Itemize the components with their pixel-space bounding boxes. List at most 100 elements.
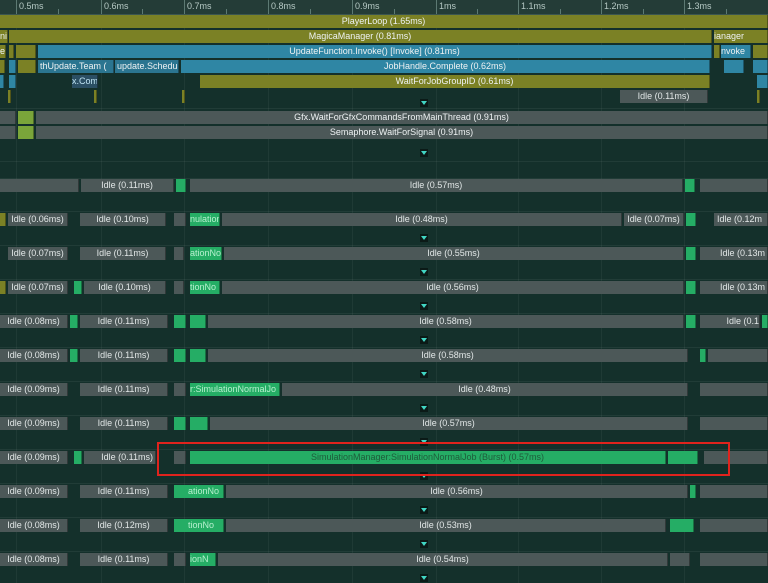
sample-simulation-job[interactable]: tionNo <box>190 281 220 294</box>
expand-thread-icon[interactable] <box>420 99 428 107</box>
sample-simulation-job[interactable]: tionNo <box>174 519 224 532</box>
sample-idle[interactable] <box>174 213 186 226</box>
sample-idle[interactable] <box>700 417 768 430</box>
sample-idle[interactable]: Idle (0.55ms) <box>224 247 684 260</box>
sample-idle[interactable] <box>174 383 186 396</box>
sample-idle[interactable]: Idle (0.07ms) <box>8 281 68 294</box>
sample-idle[interactable]: Idle (0.11ms) <box>84 451 156 464</box>
sample-invoke-truncated[interactable]: nvoke <box>721 45 751 58</box>
sample-idle[interactable]: Idle (0.58ms) <box>208 349 688 362</box>
sample-idle[interactable]: Idle (0.08ms) <box>0 519 68 532</box>
sample-wait-for-job-group[interactable]: WaitForJobGroupID (0.61ms) <box>200 75 710 88</box>
sample-idle[interactable]: Idle (0.07ms) <box>8 247 68 260</box>
sample-simulation-job[interactable]: ationNo <box>174 485 224 498</box>
sample-idle[interactable]: Idle (0.09ms) <box>0 451 68 464</box>
sample-job[interactable] <box>176 179 186 192</box>
sample-job[interactable] <box>668 451 698 464</box>
sample-job[interactable] <box>70 349 78 362</box>
sample-jobhandle-complete[interactable]: JobHandle.Complete (0.62ms) <box>181 60 710 73</box>
sample-small[interactable] <box>18 111 34 124</box>
sample-idle[interactable]: Idle (0.10ms) <box>84 281 166 294</box>
sample-simulation-job[interactable]: ionN <box>190 553 216 566</box>
sample-small[interactable] <box>0 60 5 73</box>
sample-idle[interactable]: Idle (0.11ms) <box>80 383 168 396</box>
sample-job[interactable] <box>74 451 82 464</box>
sample-manager-truncated[interactable]: ianager <box>714 30 768 43</box>
sample-idle[interactable]: Idle (0.54ms) <box>218 553 668 566</box>
sample-idle[interactable]: Idle (0.57ms) <box>190 179 683 192</box>
sample-job[interactable] <box>762 315 768 328</box>
sample-job[interactable] <box>670 519 694 532</box>
sample-small[interactable] <box>182 90 185 103</box>
sample-update-function-invoke[interactable]: UpdateFunction.Invoke() [Invoke] (0.81ms… <box>38 45 712 58</box>
expand-thread-icon[interactable] <box>420 506 428 514</box>
sample-simulation-job-selected[interactable]: SimulationManager:SimulationNormalJob (B… <box>190 451 666 464</box>
sample-thupdate-team[interactable]: thUpdate.Team ( <box>38 60 114 73</box>
sample-idle[interactable]: Idle (0.11ms) <box>80 349 168 362</box>
sample-com-truncated[interactable]: x.Com <box>72 75 98 88</box>
sample-job[interactable] <box>690 485 696 498</box>
sample-idle[interactable]: Idle (0.10ms) <box>80 213 166 226</box>
sample-player-loop[interactable]: PlayerLoop (1.65ms) <box>0 15 768 28</box>
sample-idle[interactable]: Idle (0.48ms) <box>222 213 622 226</box>
sample-idle[interactable] <box>0 179 79 192</box>
sample-job[interactable] <box>190 349 206 362</box>
sample-idle[interactable] <box>174 451 186 464</box>
sample-small[interactable] <box>0 75 4 88</box>
sample-idle[interactable]: Idle (0.06ms) <box>8 213 68 226</box>
expand-thread-icon[interactable] <box>420 149 428 157</box>
sample-magica-manager[interactable]: MagicaManager (0.81ms) <box>9 30 712 43</box>
sample-idle[interactable]: Idle (0.11ms) <box>80 417 168 430</box>
sample-idle[interactable] <box>700 553 768 566</box>
sample-small[interactable] <box>94 90 97 103</box>
sample-small[interactable] <box>0 213 6 226</box>
sample-idle[interactable] <box>700 485 768 498</box>
sample-idle[interactable]: Idle (0.56ms) <box>222 281 684 294</box>
sample-idle[interactable]: Idle (0.56ms) <box>226 485 688 498</box>
sample-job[interactable] <box>686 315 696 328</box>
sample-idle[interactable]: Idle (0.09ms) <box>0 383 68 396</box>
sample-idle[interactable] <box>174 247 184 260</box>
sample-small[interactable] <box>0 111 16 124</box>
sample-simulation-job[interactable]: ationNo <box>190 247 222 260</box>
sample-job[interactable] <box>700 349 706 362</box>
sample-idle[interactable]: Idle (0.11ms) <box>81 179 174 192</box>
sample-simulation-job[interactable]: nulationNo <box>190 213 220 226</box>
sample-job[interactable] <box>190 417 208 430</box>
expand-thread-icon[interactable] <box>420 302 428 310</box>
sample-small[interactable] <box>0 281 6 294</box>
sample-job[interactable] <box>174 315 186 328</box>
sample-idle[interactable]: Idle (0.48ms) <box>282 383 688 396</box>
sample-truncated[interactable]: ni <box>0 30 8 43</box>
sample-small[interactable] <box>757 75 768 88</box>
sample-small[interactable] <box>0 126 16 139</box>
sample-idle[interactable]: Idle (0.08ms) <box>0 553 68 566</box>
sample-small[interactable] <box>16 45 36 58</box>
sample-idle[interactable]: Idle (0.12m <box>714 213 768 226</box>
sample-small[interactable] <box>9 60 16 73</box>
time-ruler[interactable]: 0.5ms 0.6ms 0.7ms 0.8ms 0.9ms 1ms 1.1ms … <box>0 0 768 15</box>
sample-idle[interactable]: Idle (0.11ms) <box>620 90 708 103</box>
expand-thread-icon[interactable] <box>420 336 428 344</box>
expand-thread-icon[interactable] <box>420 370 428 378</box>
sample-gfx-wait[interactable]: Gfx.WaitForGfxCommandsFromMainThread (0.… <box>36 111 768 124</box>
sample-job[interactable] <box>74 281 82 294</box>
sample-idle[interactable]: Idle (0.53ms) <box>226 519 666 532</box>
sample-idle[interactable] <box>670 553 690 566</box>
sample-idle[interactable] <box>174 553 186 566</box>
sample-idle[interactable]: Idle (0.12ms) <box>80 519 168 532</box>
sample-idle[interactable]: Idle (0.08ms) <box>0 349 68 362</box>
sample-simulation-job[interactable]: r:SimulationNormalJo <box>190 383 280 396</box>
sample-job[interactable] <box>686 213 696 226</box>
profiler-timeline[interactable]: PlayerLoop (1.65ms) ni MagicaManager (0.… <box>0 15 768 583</box>
sample-idle[interactable] <box>708 349 768 362</box>
sample-job[interactable] <box>174 417 186 430</box>
sample-small[interactable] <box>18 126 34 139</box>
sample-job[interactable] <box>70 315 78 328</box>
sample-idle[interactable] <box>700 519 768 532</box>
sample-idle[interactable]: Idle (0.11ms) <box>80 553 168 566</box>
sample-truncated[interactable]: e <box>0 45 6 58</box>
sample-idle[interactable]: Idle (0.11ms) <box>80 315 168 328</box>
sample-idle[interactable]: Idle (0.57ms) <box>210 417 688 430</box>
expand-thread-icon[interactable] <box>420 574 428 582</box>
